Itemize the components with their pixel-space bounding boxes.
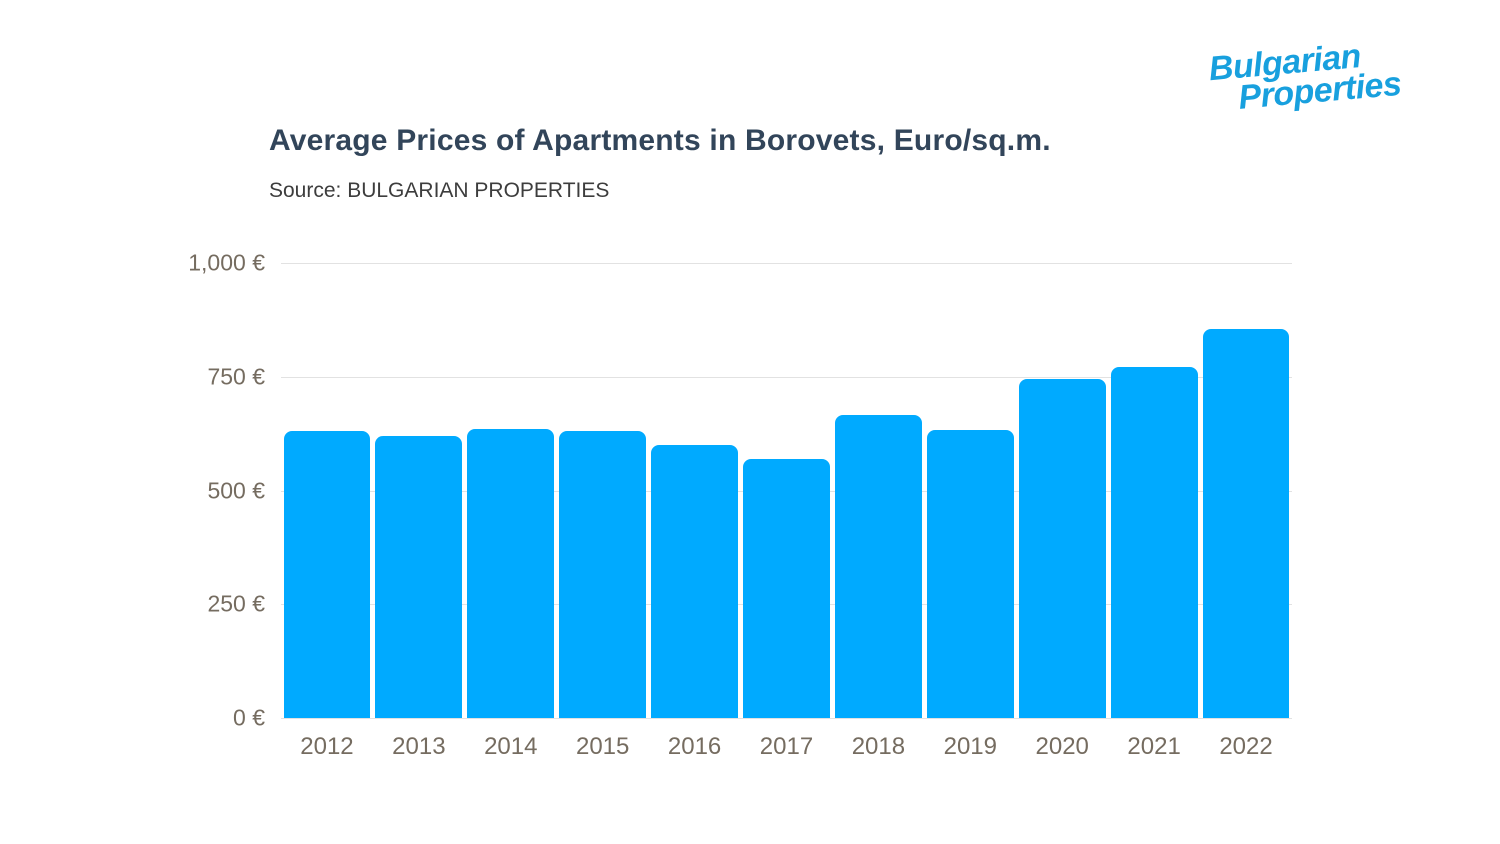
y-axis-tick-label-750: 750 €: [207, 363, 265, 390]
x-axis-label-2020: 2020: [1035, 733, 1089, 760]
bar-slot-2021: 2021: [1108, 263, 1200, 760]
x-axis-label-2014: 2014: [484, 733, 538, 760]
y-axis-tick-label-0: 0 €: [233, 704, 265, 731]
bar-2012: [283, 431, 371, 718]
gridline-750: [281, 376, 1292, 378]
bar-2021: [1110, 367, 1198, 718]
x-axis-label-2017: 2017: [759, 733, 814, 760]
bar-2016: [651, 444, 739, 718]
y-axis-tick-label-250: 250 €: [207, 590, 265, 617]
x-axis-label-2012: 2012: [300, 733, 354, 760]
bar-2014: [467, 428, 555, 718]
y-axis-tick-label-1000: 1,000 €: [188, 249, 265, 276]
x-axis-label-2019: 2019: [943, 733, 997, 760]
x-axis-label-2016: 2016: [667, 733, 722, 760]
x-axis-label-2022: 2022: [1219, 733, 1273, 760]
bars-container: 2012 2013 2014 2015 2016 2017 2018 2019 2020 2021…: [281, 263, 1292, 760]
bar-2018: [834, 415, 922, 718]
bar-2015: [559, 430, 647, 718]
chart-source-label: Source: BULGARIAN PROPERTIES: [269, 179, 610, 202]
chart-title: Average Prices of Apartments in Borovets…: [269, 124, 1051, 157]
bar-2013: [375, 435, 463, 718]
x-axis-label-2018: 2018: [851, 733, 906, 760]
bar-2022: [1202, 329, 1290, 718]
bar-slot-2015: 2015: [557, 263, 649, 760]
bar-slot-2013: 2013: [373, 263, 465, 760]
bar-slot-2022: 2022: [1200, 263, 1292, 760]
gridline-0: [281, 718, 1292, 719]
gridline-1000: [281, 263, 1292, 264]
bar-slot-2014: 2014: [465, 263, 557, 760]
x-axis-label-2013: 2013: [392, 733, 446, 760]
bar-slot-2018: 2018: [832, 263, 924, 760]
bar-2019: [926, 429, 1014, 718]
plot-area: 2012 2013 2014 2015 2016 2017 2018 2019 2020 2021…: [188, 250, 1292, 760]
bar-slot-2012: 2012: [281, 263, 373, 760]
bar-2020: [1018, 378, 1106, 718]
x-axis-label-2021: 2021: [1127, 733, 1181, 760]
bar-2017: [743, 458, 830, 718]
bulgarian-properties-logo: Bulgarian Properties: [1207, 37, 1403, 117]
y-axis-tick-label-500: 500 €: [207, 477, 265, 503]
x-axis-label-2015: 2015: [575, 733, 630, 760]
bar-slot-2017: 2017: [741, 263, 833, 760]
bar-slot-2019: 2019: [924, 263, 1016, 760]
bar-slot-2016: 2016: [649, 263, 741, 760]
bar-slot-2020: 2020: [1016, 263, 1108, 760]
